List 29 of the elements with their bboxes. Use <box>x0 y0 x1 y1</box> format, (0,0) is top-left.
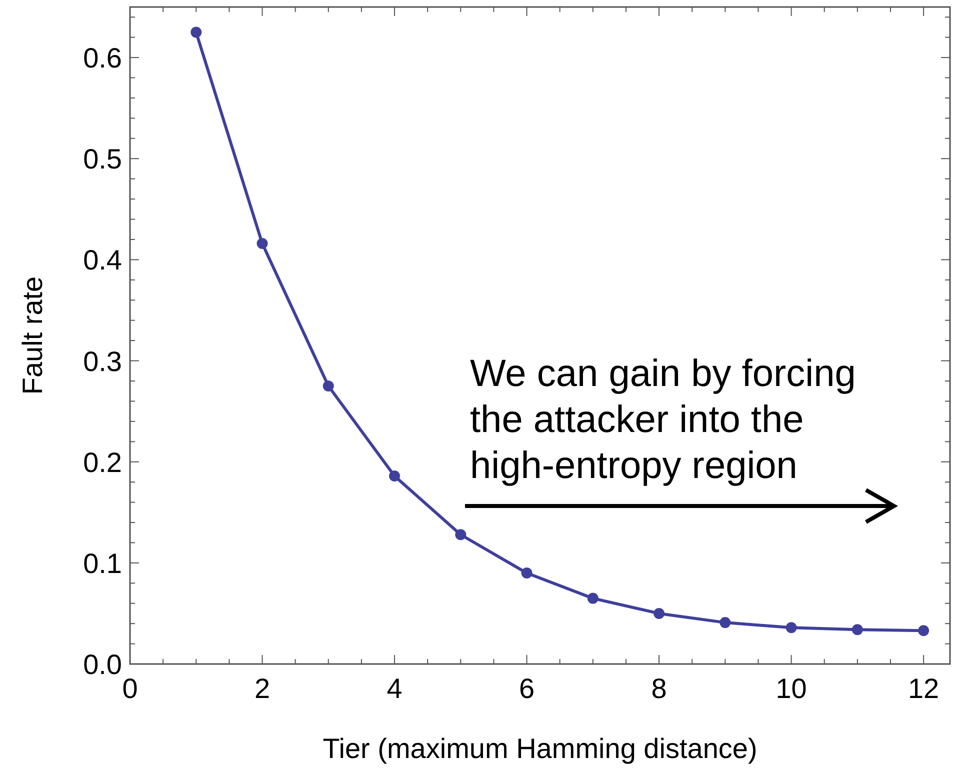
y-axis-title: Fault rate <box>17 276 48 395</box>
point <box>786 622 797 634</box>
y-tick-label: 0.0 <box>83 649 122 680</box>
x-axis-title: Tier (maximum Hamming distance) <box>322 733 758 764</box>
point <box>521 568 532 579</box>
x-tick-label: 6 <box>518 673 535 704</box>
x-tick-label: 4 <box>386 673 402 704</box>
x-tick-label: 0 <box>122 673 138 704</box>
point <box>322 380 334 392</box>
x-tick-label: 12 <box>908 673 940 704</box>
point <box>918 625 930 636</box>
y-tick-label: 0.6 <box>83 42 122 74</box>
point <box>852 624 863 636</box>
y-tick-label: 0.2 <box>83 446 122 478</box>
point <box>389 470 400 482</box>
point <box>720 617 731 628</box>
point <box>455 529 466 540</box>
y-tick-label: 0.4 <box>83 244 122 276</box>
y-tick-label: 0.1 <box>83 548 122 579</box>
point <box>654 608 665 619</box>
x-tick-label: 2 <box>254 673 270 704</box>
y-tick-label: 0.3 <box>83 346 122 377</box>
x-tick-label: 10 <box>776 673 807 704</box>
point <box>190 26 202 38</box>
point <box>587 592 598 604</box>
x-tick-label: 8 <box>651 673 667 704</box>
point <box>256 238 268 250</box>
y-tick-label: 0.5 <box>83 144 122 175</box>
annotation: We can gain by forcing the attacker into the high-entropy region <box>470 353 856 487</box>
